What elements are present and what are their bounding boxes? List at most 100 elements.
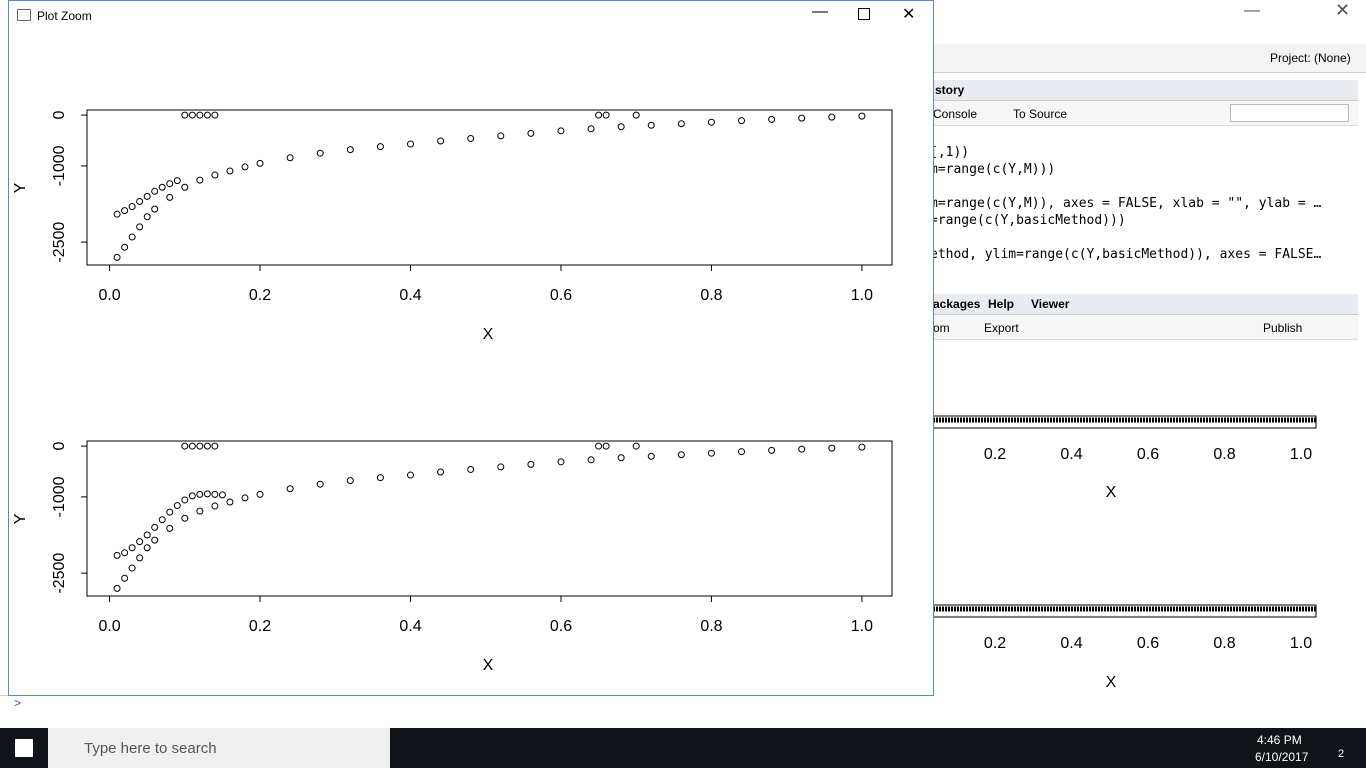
start-button[interactable] [15,739,33,757]
project-menu[interactable]: Project: (None) [1270,51,1351,65]
point [602,442,610,450]
point [467,465,475,473]
point [437,137,445,145]
minimize-button[interactable]: — [812,3,828,20]
notification-count[interactable]: 2 [1338,748,1345,760]
history-tab[interactable]: story [935,83,965,97]
point [181,514,189,522]
point [768,115,776,123]
viewer-tab[interactable]: Viewer [1031,297,1070,311]
point [181,442,189,450]
point [647,452,655,460]
help-tab[interactable]: Help [988,297,1015,311]
point [196,507,204,515]
packages-tab[interactable]: ackages [933,297,981,311]
point [181,183,189,191]
clock-date: 6/10/2017 [1255,750,1309,764]
point [798,445,806,453]
x-tick-label: 0.2 [249,287,271,304]
rstudio-toolbar [933,44,1366,73]
point [151,523,159,531]
point [557,127,565,135]
point [376,143,384,151]
minimize[interactable]: — [1244,2,1260,19]
x-axis-label: X [1106,484,1117,501]
publish-button[interactable]: Publish [1263,321,1303,335]
x-tick-label: 1.0 [1290,635,1312,652]
point [828,444,836,452]
clock-time: 4:46 PM [1257,733,1302,747]
point [121,243,129,251]
console [0,695,822,718]
point [121,549,129,557]
point [407,471,415,479]
maximize-button[interactable] [858,8,870,20]
point [226,167,234,175]
point [203,111,211,119]
history-line[interactable]: m=range(c(Y,M)), axes = FALSE, xlab = ""… [930,196,1322,211]
point [136,554,144,562]
history-line[interactable]: ethod, ylim=range(c(Y,basicMethod)), axe… [930,247,1322,262]
point [595,111,603,119]
point [647,121,655,129]
to-source[interactable]: To Source [1013,107,1068,121]
point [211,171,219,179]
point [587,456,595,464]
point [143,192,151,200]
point [151,205,159,213]
plot-frame [86,109,893,266]
y-axis-label: Y [12,513,29,524]
history-line[interactable]: [,1)) [930,145,970,160]
point [128,544,136,552]
x-axis-label: X [1106,674,1117,691]
search-box[interactable] [1230,104,1349,122]
plot-frame [86,440,893,597]
point [218,491,226,499]
zoom-button[interactable]: om [933,321,950,335]
point [166,508,174,516]
point [437,468,445,476]
point [151,187,159,195]
point [858,443,866,451]
x-tick-label: 0.6 [1137,446,1159,463]
to-console[interactable]: Console [933,107,978,121]
point [181,111,189,119]
export-button[interactable]: Export [984,321,1019,335]
point [136,197,144,205]
point [128,233,136,241]
point [632,111,640,119]
point [121,207,129,215]
point [602,111,610,119]
point [768,446,776,454]
point [677,451,685,459]
point [173,177,181,185]
search-bar[interactable] [48,728,390,768]
history-line[interactable]: =range(c(Y,basicMethod))) [930,213,1126,228]
x-tick-label: 0.4 [1060,635,1082,652]
point [166,524,174,532]
x-axis-label: X [483,657,494,674]
point [286,485,294,493]
close-button[interactable]: ✕ [902,6,916,23]
x-tick-label: 0.4 [399,618,421,635]
point [256,159,264,167]
point [346,146,354,154]
x-tick-label: 0.4 [1060,446,1082,463]
point [738,448,746,456]
close[interactable]: ✕ [1335,0,1351,20]
history-line[interactable]: m=range(c(Y,M))) [930,162,1056,177]
window-icon [17,9,31,21]
point [595,442,603,450]
point [166,180,174,188]
point [316,480,324,488]
point [241,163,249,171]
x-tick-label: 0.0 [98,618,120,635]
x-tick-label: 1.0 [851,618,873,635]
point [407,140,415,148]
point [181,496,189,504]
x-tick-label: 1.0 [1290,446,1312,463]
x-tick-label: 1.0 [851,287,873,304]
point [858,112,866,120]
point [188,492,196,500]
